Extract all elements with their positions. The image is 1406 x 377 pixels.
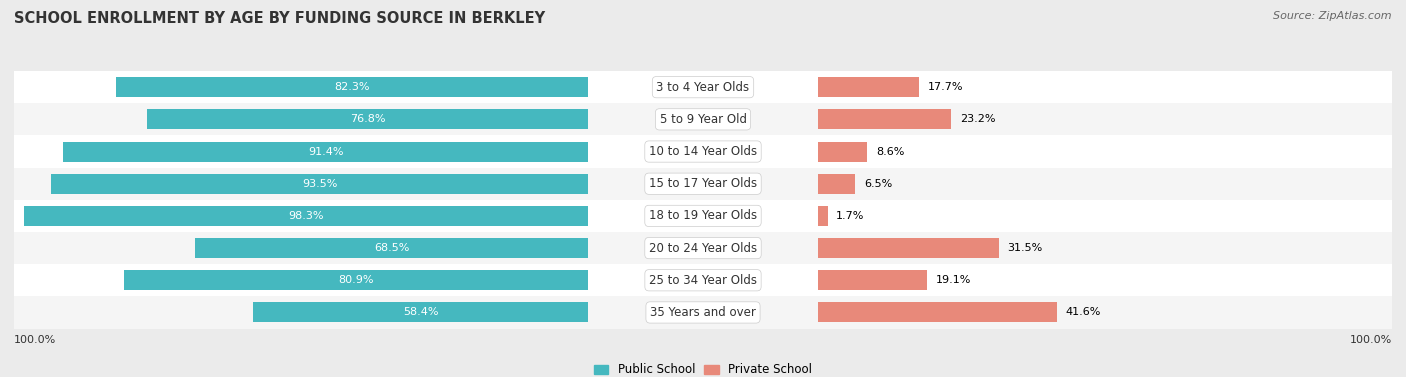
Text: 5 to 9 Year Old: 5 to 9 Year Old [659, 113, 747, 126]
Text: 17.7%: 17.7% [928, 82, 963, 92]
Bar [588, 264, 818, 296]
Text: 8.6%: 8.6% [876, 147, 904, 156]
Bar [52, 174, 588, 194]
Bar [588, 135, 818, 168]
Bar [818, 200, 1392, 232]
Text: 15 to 17 Year Olds: 15 to 17 Year Olds [650, 177, 756, 190]
Bar [818, 135, 1392, 168]
Text: 35 Years and over: 35 Years and over [650, 306, 756, 319]
Bar [818, 238, 998, 258]
Text: 25 to 34 Year Olds: 25 to 34 Year Olds [650, 274, 756, 287]
Bar [818, 103, 1392, 135]
Legend: Public School, Private School: Public School, Private School [589, 359, 817, 377]
Text: 3 to 4 Year Olds: 3 to 4 Year Olds [657, 81, 749, 93]
Text: 68.5%: 68.5% [374, 243, 409, 253]
Text: 76.8%: 76.8% [350, 114, 385, 124]
Bar [14, 264, 588, 296]
Text: 1.7%: 1.7% [837, 211, 865, 221]
Bar [588, 296, 818, 328]
Bar [588, 168, 818, 200]
Bar [818, 270, 928, 290]
Text: 82.3%: 82.3% [335, 82, 370, 92]
Bar [818, 109, 950, 129]
Text: 18 to 19 Year Olds: 18 to 19 Year Olds [650, 209, 756, 222]
Text: 91.4%: 91.4% [308, 147, 343, 156]
Bar [588, 71, 818, 103]
Bar [588, 200, 818, 232]
Bar [14, 71, 588, 103]
Bar [818, 141, 868, 161]
Text: SCHOOL ENROLLMENT BY AGE BY FUNDING SOURCE IN BERKLEY: SCHOOL ENROLLMENT BY AGE BY FUNDING SOUR… [14, 11, 546, 26]
Bar [818, 232, 1392, 264]
Bar [115, 77, 588, 97]
Bar [148, 109, 588, 129]
Bar [818, 206, 828, 226]
Text: 20 to 24 Year Olds: 20 to 24 Year Olds [650, 242, 756, 254]
Bar [818, 71, 1392, 103]
Bar [818, 174, 855, 194]
Bar [14, 200, 588, 232]
Text: 58.4%: 58.4% [402, 308, 439, 317]
Text: Source: ZipAtlas.com: Source: ZipAtlas.com [1274, 11, 1392, 21]
Bar [818, 302, 1057, 322]
Bar [818, 296, 1392, 328]
Bar [14, 135, 588, 168]
Bar [818, 77, 920, 97]
Bar [14, 103, 588, 135]
Bar [818, 168, 1392, 200]
Bar [63, 141, 588, 161]
Text: 10 to 14 Year Olds: 10 to 14 Year Olds [650, 145, 756, 158]
Bar [14, 296, 588, 328]
Text: 6.5%: 6.5% [863, 179, 891, 189]
Bar [124, 270, 588, 290]
Bar [195, 238, 588, 258]
Text: 98.3%: 98.3% [288, 211, 323, 221]
Text: 31.5%: 31.5% [1007, 243, 1042, 253]
Text: 93.5%: 93.5% [302, 179, 337, 189]
Bar [588, 103, 818, 135]
Bar [588, 232, 818, 264]
Bar [14, 168, 588, 200]
Bar [253, 302, 588, 322]
Text: 23.2%: 23.2% [960, 114, 995, 124]
Text: 100.0%: 100.0% [1350, 335, 1392, 345]
Text: 19.1%: 19.1% [936, 275, 972, 285]
Text: 100.0%: 100.0% [14, 335, 56, 345]
Bar [14, 232, 588, 264]
Text: 80.9%: 80.9% [339, 275, 374, 285]
Text: 41.6%: 41.6% [1066, 308, 1101, 317]
Bar [818, 264, 1392, 296]
Bar [24, 206, 588, 226]
